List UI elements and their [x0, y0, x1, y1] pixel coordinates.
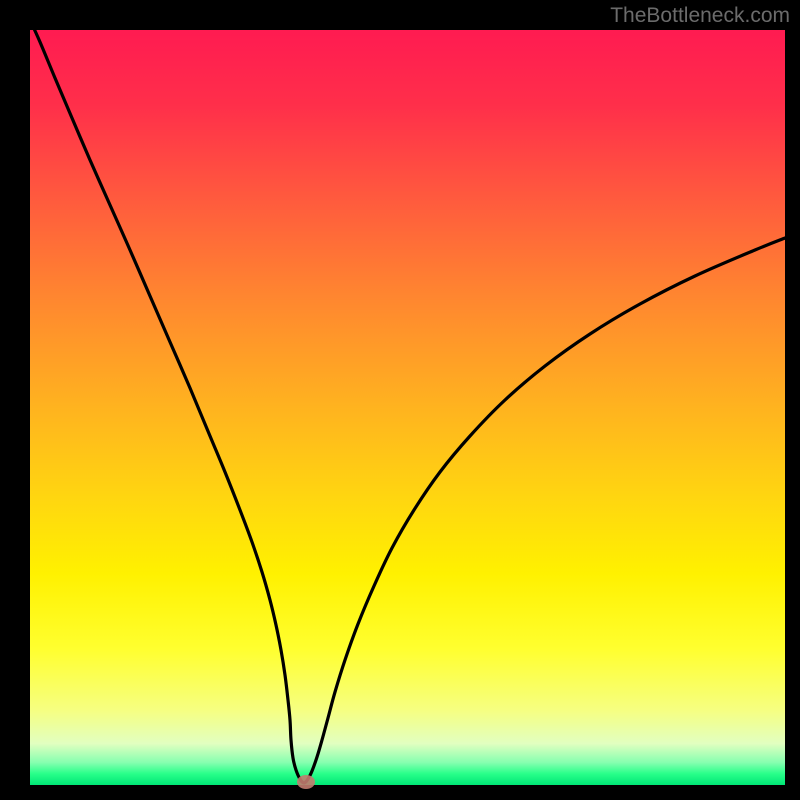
- watermark-text: TheBottleneck.com: [610, 4, 790, 28]
- optimal-point-marker: [297, 775, 315, 789]
- plot-background: [30, 30, 785, 785]
- bottleneck-chart: [0, 0, 800, 800]
